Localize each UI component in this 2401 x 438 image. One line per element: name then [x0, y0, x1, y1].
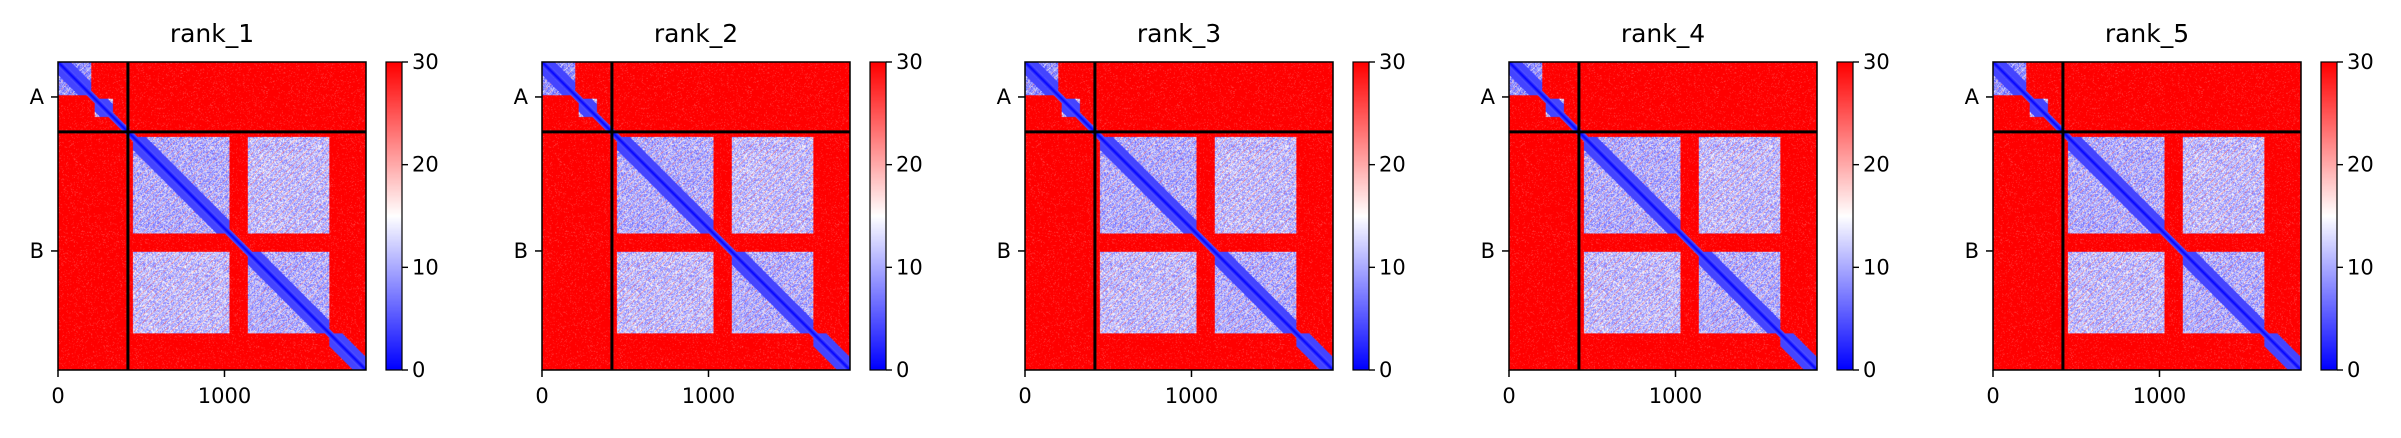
panel-title: rank_4 [1621, 19, 1705, 48]
colorbar-tick-label: 20 [1863, 153, 1890, 177]
chain-label-b: B [1481, 239, 1495, 263]
pae-heatmap [1993, 62, 2301, 370]
colorbar-tick-label: 20 [1379, 153, 1406, 177]
panel-3: rank_3 0 1000 A B 0 10 20 30 [997, 19, 1406, 408]
x-tick-label: 1000 [2133, 384, 2186, 408]
panel-1: rank_1 0 1000 A B 0 10 20 30 [30, 19, 439, 408]
chain-label-a: A [1965, 85, 1980, 109]
colorbar: 0 10 20 30 [1352, 50, 1406, 382]
x-tick-label: 1000 [1165, 384, 1218, 408]
colorbar: 0 10 20 30 [869, 50, 923, 382]
colorbar-frame [385, 61, 403, 371]
colorbar-tick-label: 30 [1863, 50, 1890, 74]
colorbar-tick-label: 20 [2347, 153, 2374, 177]
x-tick-label: 1000 [1649, 384, 1702, 408]
colorbar-tick-label: 30 [896, 50, 923, 74]
pae-heatmap [1509, 62, 1817, 370]
colorbar-tick-label: 0 [1379, 358, 1392, 382]
colorbar-tick-label: 30 [2347, 50, 2374, 74]
colorbar: 0 10 20 30 [2320, 50, 2374, 382]
colorbar-gradient [2321, 62, 2337, 370]
chain-label-b: B [30, 239, 44, 263]
axes-frame [1024, 61, 1334, 371]
colorbar-tick-label: 20 [412, 153, 439, 177]
panel-title: rank_5 [2105, 19, 2189, 48]
chain-label-a: A [514, 85, 529, 109]
panel-title: rank_1 [170, 19, 254, 48]
panel-title: rank_3 [1137, 19, 1221, 48]
pae-heatmap [542, 62, 850, 370]
colorbar-frame [1352, 61, 1370, 371]
x-tick-label: 0 [535, 384, 548, 408]
colorbar-tick-label: 30 [412, 50, 439, 74]
panel-5: rank_5 0 1000 A B 0 10 20 30 [1965, 19, 2374, 408]
colorbar-gradient [386, 62, 402, 370]
colorbar-frame [869, 61, 887, 371]
colorbar-gradient [870, 62, 886, 370]
colorbar-frame [1836, 61, 1854, 371]
x-tick-label: 0 [1018, 384, 1031, 408]
colorbar-gradient [1353, 62, 1369, 370]
x-tick-label: 0 [1986, 384, 1999, 408]
chain-label-b: B [1965, 239, 1979, 263]
chain-label-b: B [514, 239, 528, 263]
axes-frame [1992, 61, 2302, 371]
colorbar-tick-label: 0 [1863, 358, 1876, 382]
colorbar-tick-label: 0 [412, 358, 425, 382]
axes-frame [57, 61, 367, 371]
pae-heatmap [1025, 62, 1333, 370]
chain-label-b: B [997, 239, 1011, 263]
x-tick-label: 1000 [682, 384, 735, 408]
colorbar-tick-label: 20 [896, 153, 923, 177]
x-tick-label: 0 [51, 384, 64, 408]
panel-4: rank_4 0 1000 A B 0 10 20 30 [1481, 19, 1890, 408]
x-tick-label: 0 [1502, 384, 1515, 408]
chain-label-a: A [30, 85, 45, 109]
colorbar-frame [2320, 61, 2338, 371]
colorbar-tick-label: 10 [1379, 255, 1406, 279]
panel-title: rank_2 [654, 19, 738, 48]
chain-label-a: A [1481, 85, 1496, 109]
x-tick-label: 1000 [198, 384, 251, 408]
colorbar-tick-label: 0 [896, 358, 909, 382]
colorbar-tick-label: 30 [1379, 50, 1406, 74]
panel-2: rank_2 0 1000 A B 0 10 20 30 [514, 19, 923, 408]
colorbar: 0 10 20 30 [1836, 50, 1890, 382]
colorbar-tick-label: 10 [896, 255, 923, 279]
pae-heatmap [58, 62, 366, 370]
axes-frame [1508, 61, 1818, 371]
colorbar-gradient [1837, 62, 1853, 370]
colorbar-tick-label: 10 [1863, 255, 1890, 279]
colorbar-tick-label: 10 [2347, 255, 2374, 279]
colorbar: 0 10 20 30 [385, 50, 439, 382]
axes-frame [541, 61, 851, 371]
chain-label-a: A [997, 85, 1012, 109]
colorbar-tick-label: 10 [412, 255, 439, 279]
colorbar-tick-label: 0 [2347, 358, 2360, 382]
